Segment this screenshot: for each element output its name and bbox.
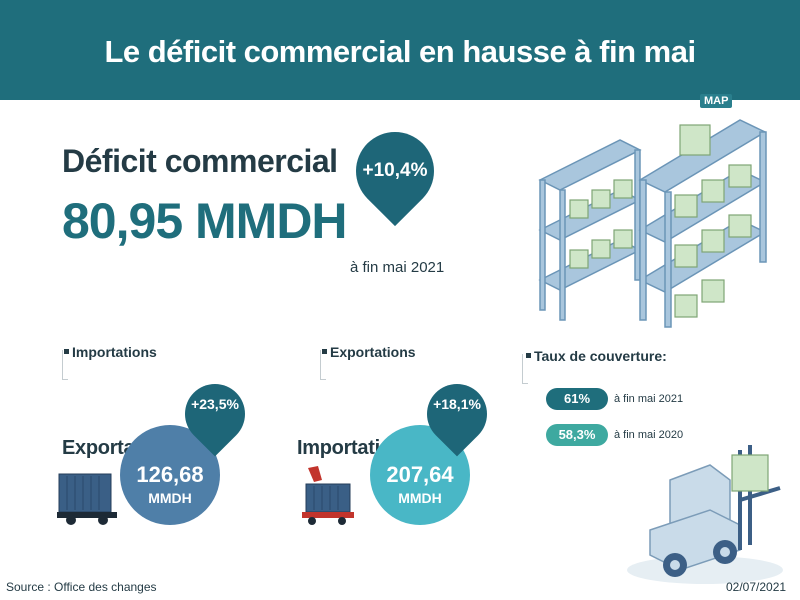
publication-date: 02/07/2021 [726, 580, 787, 594]
exports-value: 207,64 [386, 462, 454, 487]
coverage-rate-2020: 58,3% [546, 424, 608, 446]
map-logo: MAP [700, 94, 733, 108]
coverage-bracket [522, 354, 528, 384]
warehouse-shelves-illustration [538, 119, 767, 328]
coverage-period-2020: à fin mai 2020 [614, 429, 684, 441]
exports-bracket [320, 350, 326, 380]
coverage-rate-2021: 61% [546, 388, 608, 410]
page-title: Le déficit commercial en hausse à fin ma… [104, 34, 696, 69]
header-banner: Le déficit commercial en hausse à fin ma… [0, 0, 800, 100]
deficit-change: +10,4% [362, 160, 428, 181]
exports-unit: MMDH [398, 490, 442, 506]
forklift-illustration [627, 445, 783, 584]
exports-change: +18,1% [433, 396, 481, 412]
coverage-section-label: Taux de couverture: [526, 348, 667, 364]
exports-section-label: Exportations [322, 344, 416, 360]
imports-section-label: Importations [64, 344, 157, 360]
imports-bracket [62, 350, 68, 380]
container-crane-icon [302, 466, 354, 525]
deficit-period: à fin mai 2021 [350, 259, 445, 276]
source-note: Source : Office des changes [6, 580, 157, 594]
imports-unit: MMDH [148, 490, 192, 506]
deficit-label: Déficit commercial [62, 143, 338, 179]
imports-change: +23,5% [191, 396, 239, 412]
imports-value: 126,68 [136, 462, 204, 487]
truck-icon [57, 473, 117, 525]
deficit-value: 80,95 MMDH [62, 193, 348, 249]
coverage-period-2021: à fin mai 2021 [614, 393, 684, 405]
